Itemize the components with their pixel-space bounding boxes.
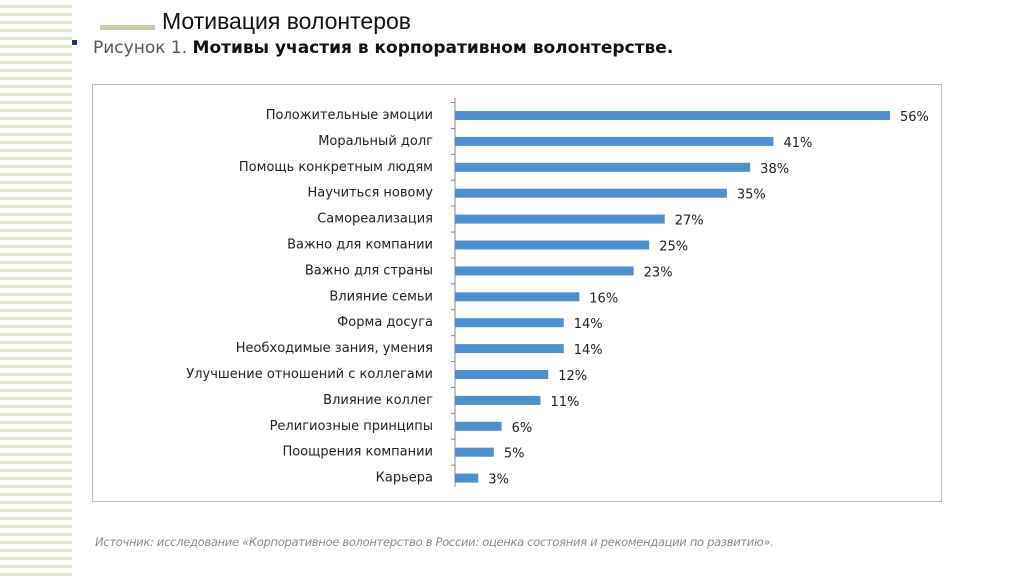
data-label: 27% [675, 214, 704, 229]
bar [455, 214, 665, 224]
bar [455, 162, 751, 172]
source-note: Источник: исследование «Корпоративное во… [95, 535, 774, 549]
data-label: 14% [574, 317, 603, 332]
category-label: Положительные эмоции [266, 108, 433, 123]
category-label: Влияние коллег [323, 393, 433, 408]
figure-prefix: Рисунок 1. [93, 38, 188, 58]
category-label: Важно для страны [305, 263, 433, 278]
bar [455, 292, 580, 302]
data-label: 16% [589, 291, 618, 306]
category-label: Научиться новому [308, 186, 434, 201]
figure-title: Мотивы участия в корпоративном волонтерс… [192, 38, 674, 58]
data-label: 6% [512, 421, 533, 436]
bar [455, 421, 502, 431]
category-label: Улучшение отношений с коллегами [186, 367, 433, 382]
bar [455, 344, 564, 354]
bar [455, 447, 494, 457]
bar [455, 136, 774, 146]
category-label: Необходимые зания, умения [236, 341, 433, 356]
data-label: 23% [644, 265, 673, 280]
data-label: 35% [737, 188, 766, 203]
bar [455, 473, 479, 483]
bar [455, 188, 727, 198]
bar [455, 318, 564, 328]
data-label: 5% [504, 447, 525, 462]
category-label: Карьера [376, 471, 433, 486]
data-label: 56% [900, 110, 929, 125]
data-label: 25% [659, 240, 688, 255]
data-label: 11% [550, 395, 579, 410]
data-label: 3% [488, 473, 509, 488]
data-label: 14% [574, 343, 603, 358]
bar [455, 266, 634, 276]
bar [455, 111, 890, 120]
category-label: Помощь конкретным людям [239, 160, 433, 175]
category-label: Влияние семьи [329, 289, 433, 304]
category-label: Религиозные принципы [270, 419, 433, 434]
bar [455, 240, 650, 250]
data-label: 38% [760, 162, 789, 177]
figure-caption: Рисунок 1. Мотивы участия в корпоративно… [93, 38, 673, 58]
bar [455, 395, 541, 405]
category-label: Важно для компании [287, 238, 433, 253]
category-label: Поощрения компании [282, 445, 433, 460]
slide-title: Мотивация волонтеров [162, 8, 411, 34]
title-accent-bar [100, 25, 155, 30]
decorative-stripes [0, 0, 72, 576]
data-label: 41% [783, 136, 812, 151]
category-label: Самореализация [317, 212, 433, 227]
bullet-icon [72, 40, 77, 45]
category-label: Форма досуга [337, 315, 433, 330]
chart-frame [92, 84, 942, 502]
bar [455, 370, 549, 379]
data-label: 12% [558, 369, 587, 384]
category-label: Моральный долг [318, 134, 433, 149]
